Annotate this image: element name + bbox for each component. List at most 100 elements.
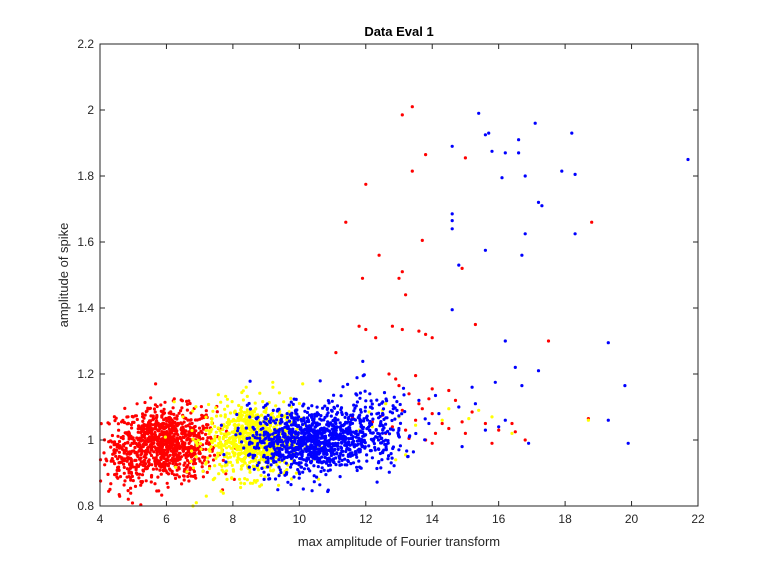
data-point (371, 417, 375, 421)
data-point (117, 493, 121, 497)
data-point (320, 418, 324, 422)
data-point (329, 447, 333, 451)
data-point (453, 398, 458, 402)
data-point (224, 472, 228, 476)
data-point (245, 478, 249, 482)
data-point (364, 182, 368, 186)
data-point (302, 428, 306, 432)
data-point (311, 421, 315, 425)
data-point (414, 418, 418, 422)
data-point (183, 441, 187, 445)
data-point (377, 460, 381, 464)
data-point (279, 419, 283, 423)
data-point (193, 433, 197, 437)
data-point (177, 451, 181, 455)
data-point (297, 401, 301, 406)
data-point (264, 407, 268, 411)
data-point (216, 444, 220, 448)
data-point (137, 476, 141, 480)
data-point (338, 475, 342, 479)
data-point (117, 465, 121, 469)
data-point (470, 410, 474, 414)
data-point (189, 449, 194, 453)
data-point (140, 481, 144, 485)
data-point (153, 462, 157, 466)
data-point (359, 419, 363, 423)
data-point (167, 427, 171, 431)
data-point (112, 448, 116, 453)
data-point (417, 402, 421, 406)
data-point (273, 477, 278, 481)
data-point (262, 448, 266, 453)
data-point (329, 431, 333, 435)
x-tick-label: 8 (230, 512, 237, 526)
data-point (158, 440, 162, 444)
data-point (209, 437, 213, 441)
data-point (220, 464, 224, 468)
data-point (363, 446, 367, 450)
data-point (209, 445, 213, 449)
y-tick-label: 1 (87, 433, 94, 447)
data-point (350, 437, 354, 441)
data-point (165, 452, 169, 456)
data-point (355, 465, 359, 469)
data-point (381, 407, 386, 411)
data-point (185, 402, 189, 406)
data-point (207, 467, 212, 471)
data-point (546, 339, 551, 343)
data-point (382, 391, 387, 395)
data-point (276, 433, 281, 437)
data-point (150, 463, 154, 467)
data-point (297, 476, 301, 480)
data-point (139, 483, 143, 487)
data-point (299, 452, 303, 457)
data-point (423, 417, 427, 421)
data-point (176, 437, 180, 441)
data-point (398, 421, 403, 425)
data-point (135, 417, 139, 422)
data-point (262, 477, 266, 481)
data-point (181, 448, 185, 452)
data-point (276, 446, 280, 450)
data-point (217, 437, 221, 441)
data-point (227, 418, 231, 422)
data-point (271, 408, 275, 412)
data-point (390, 418, 394, 423)
data-point (395, 408, 399, 412)
data-point (162, 464, 166, 469)
data-point (277, 483, 281, 487)
data-point (326, 489, 330, 494)
data-point (329, 414, 333, 418)
data-point (323, 438, 327, 442)
data-point (257, 446, 261, 450)
data-point (269, 456, 273, 460)
data-point (322, 449, 326, 453)
data-point (312, 448, 316, 452)
data-point (153, 422, 157, 426)
data-point (397, 384, 401, 388)
data-point (154, 420, 158, 424)
data-point (450, 219, 454, 223)
data-point (447, 388, 451, 393)
data-point (323, 404, 327, 408)
data-point (125, 415, 129, 419)
data-point (414, 431, 418, 436)
data-point (154, 447, 159, 451)
data-point (355, 443, 359, 447)
data-point (264, 445, 268, 449)
data-point (204, 447, 208, 451)
data-point (130, 426, 134, 430)
data-point (251, 456, 255, 460)
data-point (185, 408, 189, 412)
data-point (397, 434, 401, 438)
data-point (169, 458, 173, 462)
data-point (467, 417, 471, 421)
data-point (263, 415, 267, 419)
data-point (337, 460, 341, 464)
data-point (150, 432, 154, 436)
data-point (503, 339, 507, 343)
data-point (410, 105, 414, 109)
data-point (353, 406, 357, 410)
data-point (224, 446, 229, 450)
